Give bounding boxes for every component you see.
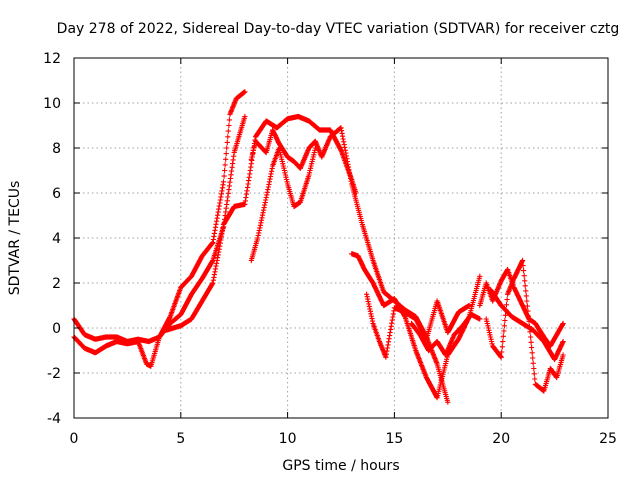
y-tick-label: 4 <box>52 231 61 247</box>
y-tick-label: -4 <box>47 411 61 427</box>
y-tick-label: -2 <box>47 366 61 382</box>
y-tick-label: 8 <box>52 141 61 157</box>
point-markers <box>364 291 472 360</box>
y-tick-label: 2 <box>52 276 61 292</box>
series-track-10 <box>483 257 566 394</box>
x-tick-label: 15 <box>385 431 403 447</box>
series-track-5 <box>248 145 318 264</box>
point-markers <box>408 311 483 358</box>
point-markers <box>483 257 566 394</box>
y-tick-label: 0 <box>52 321 61 337</box>
y-tick-label: 6 <box>52 186 61 202</box>
series-track-3 <box>163 113 359 333</box>
x-tick-label: 10 <box>279 431 297 447</box>
x-tick-label: 5 <box>176 431 185 447</box>
series-track-7 <box>364 291 472 360</box>
y-tick-label: 12 <box>43 51 61 67</box>
y-tick-label: 10 <box>43 96 61 112</box>
point-markers <box>163 113 359 333</box>
point-markers <box>487 287 566 363</box>
axis-ticks: 0 5 10 15 20 25 -4 -2 0 2 4 6 8 10 12 <box>43 51 617 447</box>
x-tick-label: 25 <box>599 431 617 447</box>
series-track-8 <box>408 311 483 358</box>
y-axis-label: SDTVAR / TECUs <box>7 181 23 296</box>
series-track-11 <box>487 287 566 363</box>
point-markers <box>71 89 248 345</box>
data-points <box>71 89 566 405</box>
grid <box>74 58 608 418</box>
series-track-1 <box>71 89 248 345</box>
x-axis-label: GPS time / hours <box>282 458 399 474</box>
x-tick-label: 20 <box>492 431 510 447</box>
x-tick-label: 0 <box>70 431 79 447</box>
point-markers <box>248 145 318 264</box>
chart-title: Day 278 of 2022, Sidereal Day-to-day VTE… <box>57 21 620 37</box>
